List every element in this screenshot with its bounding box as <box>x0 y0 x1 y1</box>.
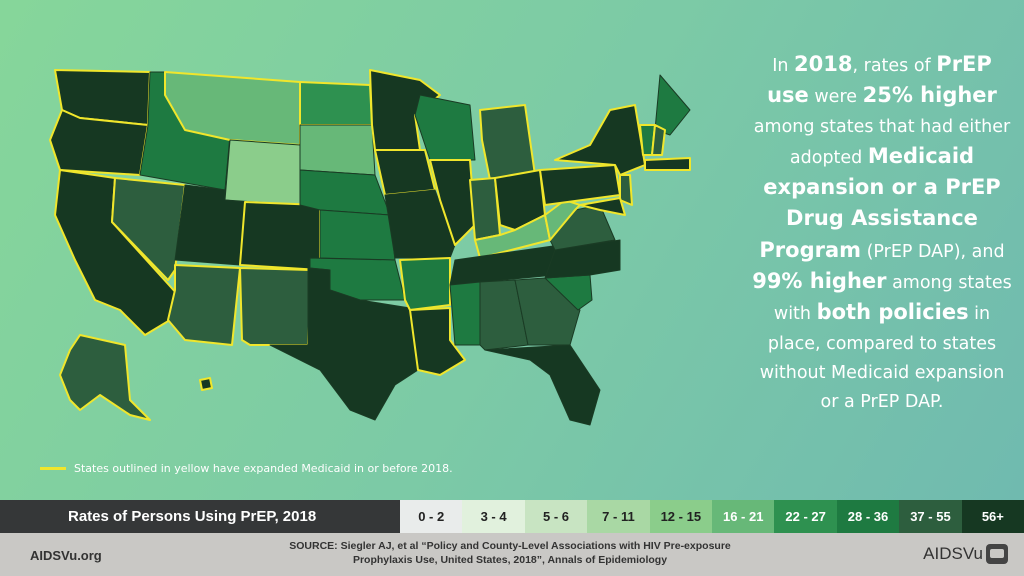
state-ia <box>374 149 436 196</box>
footer: AIDSVu.org SOURCE: Siegler AJ, et al “Po… <box>0 533 1024 576</box>
state-ks <box>319 209 396 261</box>
blurb-segment: PrEP use <box>767 52 992 108</box>
state-md <box>579 197 626 216</box>
state-wy <box>224 139 301 206</box>
state-nd <box>299 81 373 126</box>
map-note: States outlined in yellow have expanded … <box>40 462 453 475</box>
state-la <box>409 307 466 376</box>
state-al <box>479 279 529 351</box>
legend-bin: 7 - 11 <box>587 500 650 533</box>
blurb-segment: were <box>808 87 863 108</box>
legend-bin: 12 - 15 <box>649 500 713 533</box>
state-hi <box>199 377 213 391</box>
map-note-text: States outlined in yellow have expanded … <box>74 462 453 475</box>
blurb-segment: in place, compared to states without Med… <box>759 304 1005 413</box>
source-citation: SOURCE: Siegler AJ, et al “Policy and Co… <box>240 539 780 567</box>
state-nm <box>239 267 311 346</box>
legend-bin: 37 - 55 <box>899 500 962 533</box>
state-ny <box>554 104 646 176</box>
blurb-segment: 99% higher <box>752 269 887 294</box>
us-prep-map <box>49 69 691 426</box>
yellow-outline-swatch <box>40 467 66 470</box>
legend-title: Rates of Persons Using PrEP, 2018 <box>68 508 317 525</box>
us-map-logo-icon <box>986 544 1008 564</box>
state-ms <box>449 281 481 346</box>
state-tx <box>269 267 419 421</box>
state-il <box>429 159 476 246</box>
blurb-segment: In <box>772 56 795 76</box>
legend-bin: 5 - 6 <box>524 500 588 533</box>
aidsvu-logo: AIDSVu <box>923 544 1008 564</box>
legend-bin: 56+ <box>961 500 1024 533</box>
legend-bin: 3 - 4 <box>462 500 525 533</box>
state-ne <box>299 169 391 216</box>
state-az <box>167 264 241 346</box>
state-nj <box>619 174 633 206</box>
blurb-segment: 25% higher <box>862 83 997 108</box>
key-finding-text: In 2018, rates of PrEP use were 25% high… <box>752 50 1012 418</box>
state-mi <box>479 104 536 181</box>
legend-bin: 0 - 2 <box>400 500 463 533</box>
legend-bin: 22 - 27 <box>774 500 837 533</box>
blurb-segment: Medicaid expansion or a PrEP Drug Assist… <box>759 143 1001 262</box>
blurb-segment: among states with <box>773 273 1012 325</box>
site-link[interactable]: AIDSVu.org <box>30 548 102 563</box>
logo-text: AIDSVu <box>923 544 983 563</box>
state-ma <box>644 157 691 171</box>
source-line-1: SOURCE: Siegler AJ, et al “Policy and Co… <box>289 540 731 552</box>
state-nh <box>651 124 666 156</box>
blurb-segment: , rates of <box>852 56 937 76</box>
state-pa <box>539 164 621 206</box>
source-line-2: Prophylaxis Use, United States, 2018”, A… <box>352 554 668 566</box>
state-me <box>654 74 691 136</box>
state-fl <box>484 344 601 426</box>
state-mo <box>384 189 456 259</box>
blurb-segment: among states that had either adopted <box>753 116 1011 168</box>
state-nv <box>111 177 186 281</box>
state-ga <box>514 277 581 346</box>
blurb-segment: (PrEP DAP), and <box>861 241 1005 262</box>
state-sd <box>299 124 376 176</box>
state-nc <box>544 239 621 279</box>
state-ak <box>59 334 151 421</box>
state-co <box>239 201 321 271</box>
state-ar <box>399 257 451 311</box>
legend-bin: 16 - 21 <box>712 500 775 533</box>
blurb-segment: both policies <box>816 300 969 325</box>
state-mn <box>369 69 441 151</box>
legend-bin: 28 - 36 <box>836 500 900 533</box>
blurb-segment: 2018 <box>794 52 853 76</box>
